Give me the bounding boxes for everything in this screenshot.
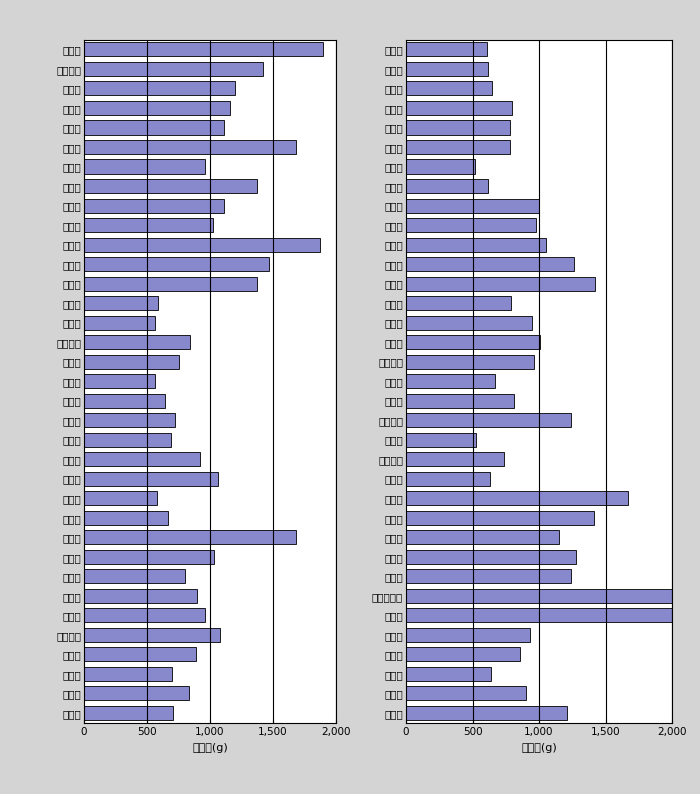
Bar [406, 608, 691, 622]
Bar [406, 257, 573, 271]
Bar [406, 296, 511, 310]
Bar [84, 160, 205, 174]
Bar [84, 198, 224, 213]
Bar [84, 101, 230, 115]
Bar [406, 276, 595, 291]
Bar [84, 257, 270, 271]
Bar [406, 82, 493, 95]
Bar [84, 218, 213, 232]
Bar [84, 315, 155, 330]
Bar [406, 628, 530, 642]
Bar [406, 549, 576, 564]
Bar [84, 511, 169, 525]
Bar [406, 667, 491, 680]
Bar [406, 335, 540, 349]
Bar [84, 276, 257, 291]
Bar [406, 160, 475, 174]
Bar [406, 237, 546, 252]
Bar [84, 237, 320, 252]
Bar [406, 121, 510, 134]
Bar [406, 491, 628, 505]
Bar [406, 198, 539, 213]
Bar [84, 335, 190, 349]
Bar [406, 686, 526, 700]
Bar [84, 549, 214, 564]
Bar [406, 413, 571, 427]
Bar [84, 452, 200, 466]
Bar [84, 121, 224, 134]
Bar [84, 413, 175, 427]
Bar [406, 179, 489, 193]
Bar [84, 706, 174, 720]
Bar [406, 394, 514, 407]
Bar [406, 472, 490, 486]
Bar [406, 647, 520, 661]
Bar [84, 179, 257, 193]
Bar [406, 588, 684, 603]
Bar [84, 686, 188, 700]
Bar [84, 608, 205, 622]
Bar [406, 706, 567, 720]
Bar [406, 42, 487, 56]
Bar [84, 491, 157, 505]
Bar [84, 296, 158, 310]
Bar [84, 588, 197, 603]
Bar [406, 101, 512, 115]
Bar [406, 62, 489, 76]
X-axis label: 排出量(g): 排出量(g) [192, 743, 228, 753]
Bar [406, 569, 571, 584]
Bar [84, 355, 178, 368]
Bar [84, 42, 323, 56]
Bar [84, 374, 155, 388]
Bar [406, 452, 505, 466]
Bar [84, 82, 235, 95]
X-axis label: 排出量(g): 排出量(g) [521, 743, 557, 753]
Bar [406, 140, 510, 154]
Bar [406, 511, 594, 525]
Bar [84, 667, 172, 680]
Bar [84, 62, 263, 76]
Bar [406, 433, 477, 447]
Bar [84, 530, 295, 544]
Bar [84, 433, 171, 447]
Bar [84, 647, 196, 661]
Bar [406, 530, 559, 544]
Bar [84, 140, 295, 154]
Bar [406, 355, 533, 368]
Bar [84, 472, 218, 486]
Bar [406, 315, 533, 330]
Bar [84, 628, 220, 642]
Bar [84, 569, 185, 584]
Bar [406, 218, 536, 232]
Bar [406, 374, 495, 388]
Bar [84, 394, 164, 407]
